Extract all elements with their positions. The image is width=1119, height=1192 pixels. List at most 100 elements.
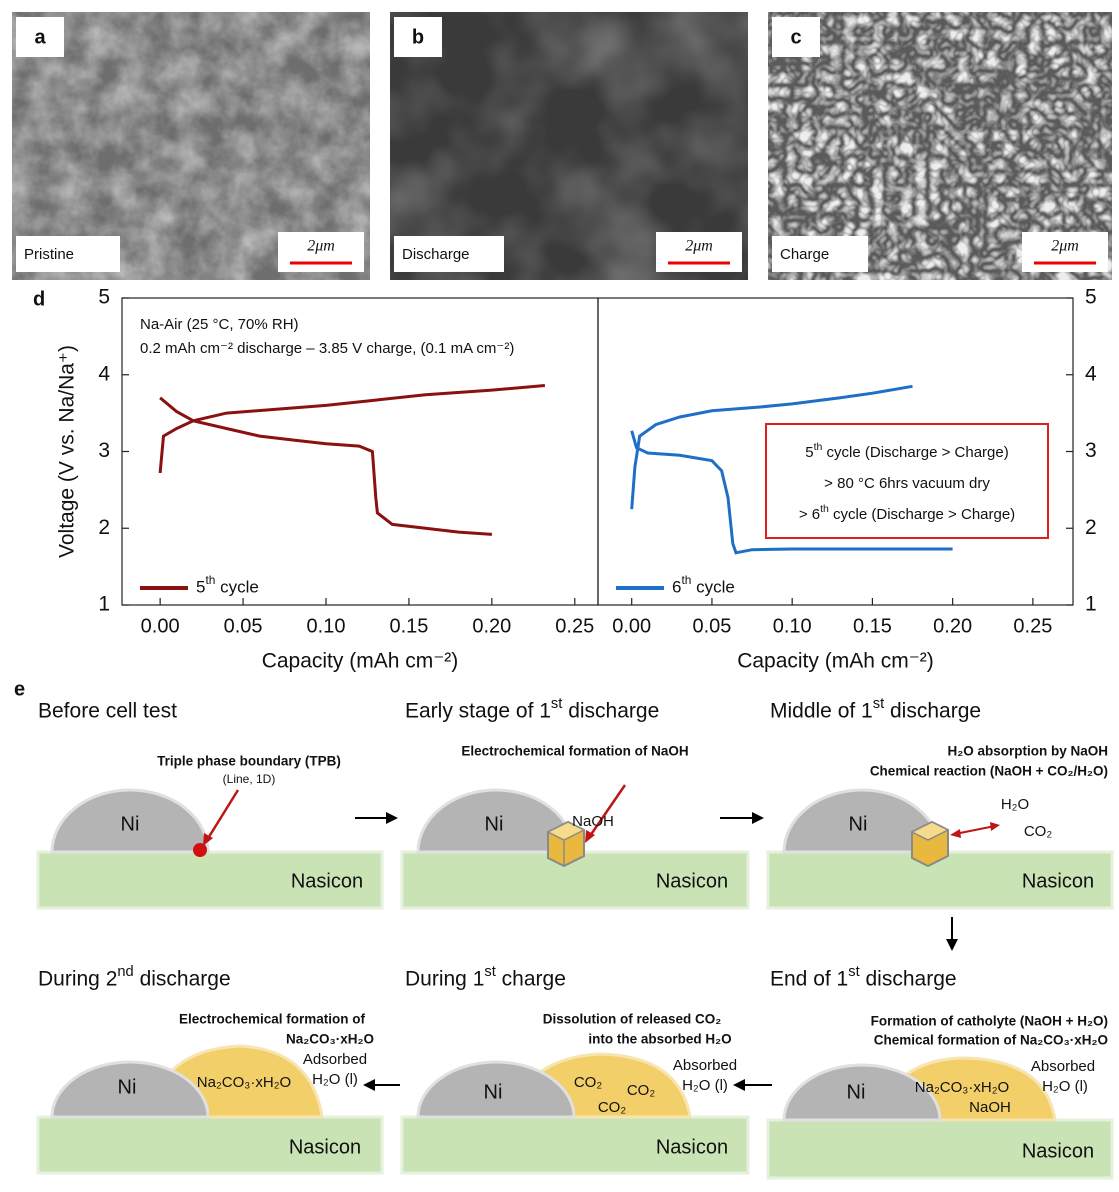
x-axis-title: Capacity (mAh cm⁻²) [262,650,459,673]
y-tick-label: 3 [98,439,110,462]
annotation: > 6th cycle (Discharge > Charge) [799,503,1015,523]
double-arrow [955,826,995,834]
note: Formation of catholyte (NaOH + H₂O) [871,1014,1108,1029]
arrow [207,790,238,840]
note: Chemical formation of Na₂CO₃·xH₂O [874,1033,1108,1048]
base-label: Nasicon [289,1136,361,1158]
y-tick-label: 5 [98,286,110,309]
x-tick-label: 0.05 [224,615,263,637]
charts: 1 2 3 4 5 0.00 0.05 0.10 0.15 0.20 0.25 Capacity (m… [56,286,1097,673]
y-axis-title: Voltage (V vs. Na/Na⁺) [56,345,79,558]
x-tick-label: 0.15 [389,615,428,637]
x-tick-label: 0.25 [1013,615,1052,637]
ni-label: Ni [847,1081,866,1103]
panel-label: c [790,26,801,48]
base-label: Nasicon [1022,1140,1094,1162]
ni-label: Ni [121,813,140,835]
step-title: During 2nd discharge [38,964,231,991]
x-tick-label: 0.20 [472,615,511,637]
species-label: CO₂ [598,1099,627,1116]
data-line [160,386,545,535]
scale-label: 2μm [1051,238,1079,255]
species-label: Absorbed [673,1057,737,1074]
species-label: H₂O [1001,796,1029,813]
species-label: Na₂CO₃·xH₂O [915,1079,1009,1096]
step-title: Middle of 1st discharge [770,696,981,723]
y-tick-label: 2 [98,516,110,539]
arrowhead [752,812,764,824]
note: H₂O absorption by NaOH [947,744,1108,759]
legend-label: 6th cycle [672,573,735,596]
image-label: Discharge [402,246,470,263]
panel-label: e [14,678,25,700]
sem-images: a b c Pristine Discharge Charge 2μm 2μm … [12,12,1112,280]
arrowhead [733,1079,745,1091]
note: Triple phase boundary (TPB) [157,754,341,769]
panel-label: a [34,26,46,48]
x-tick-label: 0.05 [692,615,731,637]
schematic: Before cell test Triple phase boundary (… [38,696,1112,1178]
y-tick-label: 4 [1085,362,1097,385]
x-axis-title: Capacity (mAh cm⁻²) [737,650,934,673]
species-label: H₂O (l) [312,1071,358,1088]
ni-label: Ni [849,813,868,835]
step-title: During 1st charge [405,964,566,991]
note: Na₂CO₃·xH₂O [286,1032,374,1047]
note: into the absorbed H₂O [588,1032,731,1047]
x-tick-label: 0.00 [141,615,180,637]
y-tick-label: 1 [1085,593,1097,616]
y-tick-label: 3 [1085,439,1097,462]
panel-label: b [412,26,424,48]
legend-label: 5th cycle [196,573,259,596]
panel-label: d [33,288,45,310]
step-title: Early stage of 1st discharge [405,696,659,723]
species-label: Adsorbed [303,1051,367,1068]
figure: a b c Pristine Discharge Charge 2μm 2μm … [0,0,1119,1187]
ni-label: Ni [484,1081,503,1103]
arrowhead [363,1079,375,1091]
y-tick-label: 5 [1085,286,1097,309]
species-label: NaOH [572,813,614,830]
scale-label: 2μm [685,238,713,255]
species-label: H₂O (l) [1042,1078,1088,1095]
base-label: Nasicon [1022,870,1094,892]
base-label: Nasicon [656,870,728,892]
species-label: CO₂ [1024,823,1053,840]
arrowhead [946,939,958,951]
note: Electrochemical formation of [179,1012,366,1027]
x-tick-label: 0.15 [853,615,892,637]
ni-label: Ni [485,813,504,835]
x-tick-label: 0.25 [555,615,594,637]
species-label: Na₂CO₃·xH₂O [197,1074,291,1091]
species-label: CO₂ [574,1074,603,1091]
species-label: NaOH [969,1099,1011,1116]
annotation: Na-Air (25 °C, 70% RH) [140,316,299,333]
tpb-dot [193,843,207,857]
note: Electrochemical formation of NaOH [461,744,688,759]
arrowhead [386,812,398,824]
step-title: Before cell test [38,700,177,723]
note: Dissolution of released CO₂ [543,1012,722,1027]
x-tick-label: 0.10 [307,615,346,637]
image-label: Charge [780,246,829,263]
step-title: End of 1st discharge [770,964,957,991]
annotation: 5th cycle (Discharge > Charge) [805,441,1008,461]
base-label: Nasicon [656,1136,728,1158]
x-tick-label: 0.20 [933,615,972,637]
species-label: H₂O (l) [682,1077,728,1094]
naoh-cube [912,822,948,866]
x-tick-label: 0.00 [612,615,651,637]
y-tick-label: 2 [1085,516,1097,539]
annotation: > 80 °C 6hrs vacuum dry [824,475,990,492]
image-label: Pristine [24,246,74,263]
note: Chemical reaction (NaOH + CO₂/H₂O) [870,764,1108,779]
species-label: Absorbed [1031,1058,1095,1075]
note: (Line, 1D) [223,772,276,786]
x-tick-label: 0.10 [773,615,812,637]
annotation: 0.2 mAh cm⁻² discharge – 3.85 V charge, … [140,340,514,357]
y-tick-label: 4 [98,362,110,385]
species-label: CO₂ [627,1082,656,1099]
y-tick-label: 1 [98,593,110,616]
base-label: Nasicon [291,870,363,892]
scale-label: 2μm [307,238,335,255]
